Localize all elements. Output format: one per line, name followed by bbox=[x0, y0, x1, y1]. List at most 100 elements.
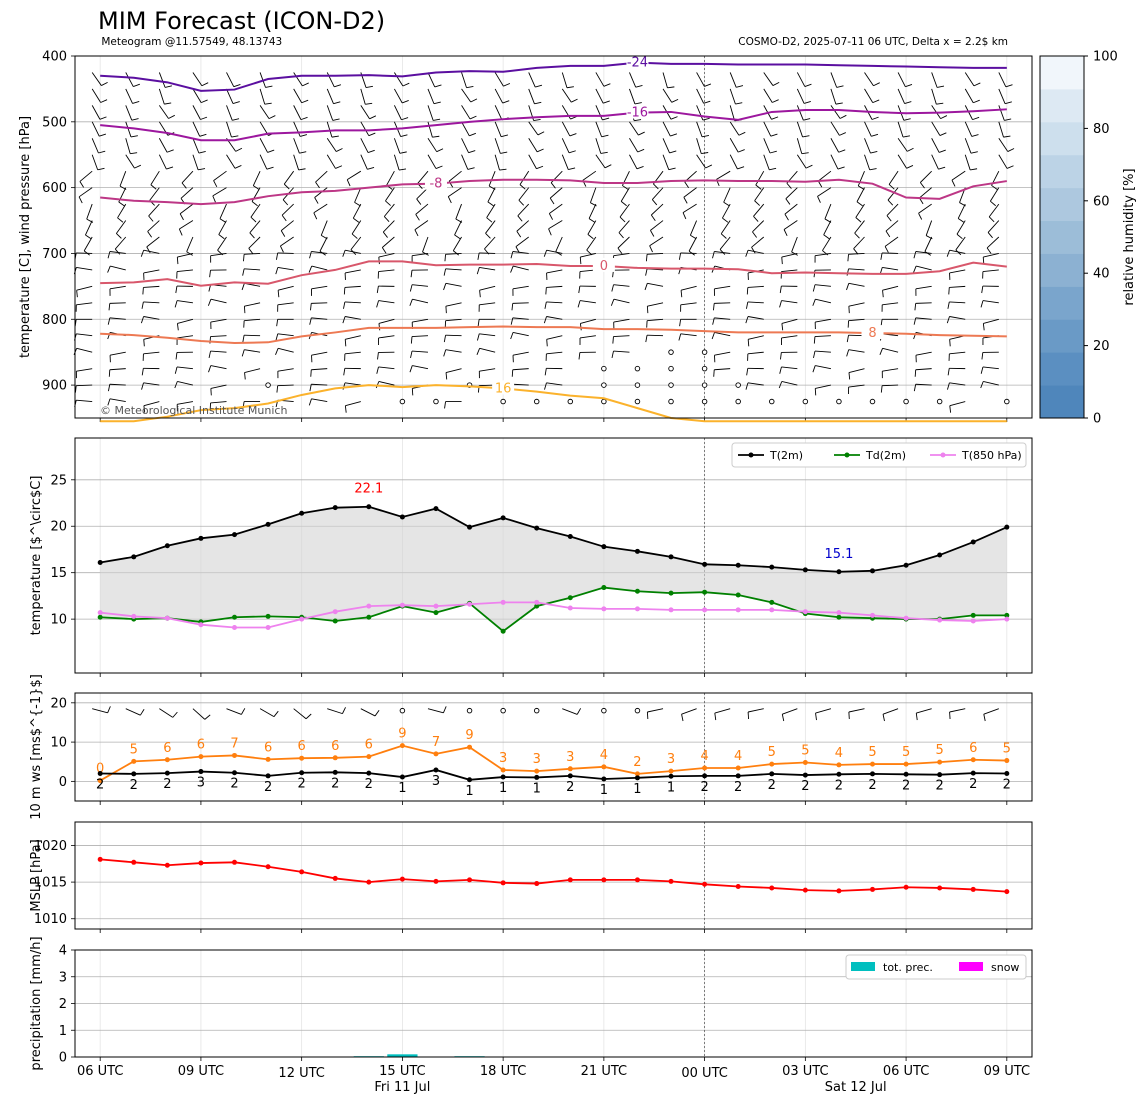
wind-value-label: 2 bbox=[96, 778, 104, 793]
upper-air-wind-barb-flag bbox=[812, 299, 816, 306]
upper-air-wind-barb-flag bbox=[118, 201, 125, 207]
upper-air-wind-barb bbox=[886, 203, 899, 216]
temperature-point bbox=[937, 552, 943, 558]
temperature-point bbox=[836, 614, 842, 620]
upper-air-wind-barb-flag bbox=[588, 218, 596, 223]
wind-wind-barb-flag bbox=[681, 714, 684, 722]
temperature-extreme-label: 15.1 bbox=[824, 547, 853, 562]
temperature-point bbox=[467, 601, 473, 607]
upper-air-wind-barb bbox=[382, 220, 395, 233]
upper-air-wind-barb-flag bbox=[401, 99, 409, 104]
upper-air-wind-barb bbox=[680, 302, 697, 306]
upper-air-wind-barb bbox=[494, 72, 504, 87]
temperature-point bbox=[332, 609, 338, 615]
upper-air-wind-barb bbox=[378, 253, 395, 258]
upper-air-wind-barb bbox=[455, 203, 462, 220]
upper-air-wind-barb bbox=[277, 368, 294, 372]
upper-air-wind-barb-flag bbox=[838, 149, 846, 153]
wind-point bbox=[433, 751, 439, 757]
temperature-extreme-label: 22.1 bbox=[354, 482, 383, 497]
precipitation-bar bbox=[387, 1054, 418, 1057]
upper-air-wind-barb-flag bbox=[107, 398, 111, 406]
upper-air-wind-barb bbox=[148, 203, 160, 217]
upper-air-wind-barb bbox=[76, 368, 93, 372]
upper-air-wind-barb bbox=[351, 220, 362, 235]
upper-air-wind-barb bbox=[176, 269, 193, 273]
upper-air-wind-barb bbox=[856, 187, 865, 202]
wind-point bbox=[198, 769, 204, 775]
upper-air-wind-barb bbox=[280, 220, 294, 231]
isotherm-line bbox=[100, 61, 1007, 92]
upper-air-wind-barb-flag bbox=[298, 168, 306, 171]
wind-wind-barb bbox=[562, 708, 578, 715]
upper-air-wind-barb-flag bbox=[415, 214, 420, 221]
temperature-point bbox=[903, 562, 909, 568]
upper-air-wind-barb bbox=[125, 138, 131, 154]
wind-point bbox=[1004, 758, 1010, 764]
wind-point bbox=[937, 759, 943, 765]
wind-wind-barb bbox=[815, 708, 832, 714]
upper-air-wind-barb bbox=[512, 331, 529, 337]
upper-air-wind-barb-flag bbox=[586, 249, 593, 256]
upper-air-wind-barb-flag bbox=[622, 185, 629, 190]
wind-wind-barb-flag bbox=[781, 714, 785, 722]
wind-point bbox=[232, 752, 237, 758]
upper-air-wind-barb bbox=[445, 349, 462, 353]
upper-air-wind-barb-flag bbox=[545, 287, 547, 295]
temperature-point bbox=[131, 613, 137, 619]
upper-air-wind-barb bbox=[781, 318, 798, 324]
temperature-point bbox=[467, 524, 473, 530]
wind-point bbox=[164, 757, 170, 763]
upper-air-wind-barb bbox=[595, 72, 605, 87]
upper-air-wind-barb bbox=[781, 300, 798, 304]
upper-air-wind-barb bbox=[814, 350, 831, 353]
upper-air-wind-barb-flag bbox=[208, 350, 211, 359]
upper-air-wind-barb-flag bbox=[702, 117, 710, 121]
upper-air-wind-barb-flag bbox=[174, 366, 178, 374]
temperature-legend-box bbox=[731, 442, 1027, 468]
upper-air-wind-barb-flag bbox=[277, 290, 280, 298]
upper-air-wind-barb bbox=[192, 138, 200, 154]
upper-air-wind-barb-flag bbox=[535, 84, 543, 88]
upper-air-wind-barb bbox=[461, 105, 471, 120]
wind-point bbox=[232, 770, 237, 776]
upper-air-wind-barb bbox=[487, 187, 496, 203]
upper-air-wind-barb bbox=[314, 187, 328, 198]
mslp-series-line bbox=[100, 858, 1007, 893]
wind-point bbox=[668, 768, 674, 774]
upper-air-wind-barb bbox=[344, 285, 361, 288]
upper-air-wind-barb-flag bbox=[281, 214, 287, 222]
wind-point bbox=[131, 771, 137, 777]
upper-air-wind-barb bbox=[186, 236, 194, 252]
legend-label: Td(2m) bbox=[865, 449, 906, 462]
temperature-ylabel: temperature [$^\circ$C] bbox=[29, 476, 44, 636]
wind-value-label: 3 bbox=[197, 776, 205, 791]
legend-label: snow bbox=[991, 961, 1019, 974]
mslp-ytick-label: 1015 bbox=[34, 876, 67, 891]
upper-air-wind-barb bbox=[210, 253, 227, 257]
upper-air-wind-barb-flag bbox=[722, 217, 729, 223]
upper-air-wind-barb-flag bbox=[466, 86, 474, 89]
wind-calm-marker bbox=[399, 707, 406, 714]
upper-air-wind-barb-flag bbox=[130, 152, 138, 155]
temperature-point bbox=[433, 610, 439, 616]
mslp-point bbox=[131, 859, 137, 865]
upper-air-wind-barb-flag bbox=[354, 201, 361, 207]
upper-air-wind-barb-flag bbox=[232, 118, 240, 121]
upper-air-wind-barb bbox=[830, 121, 840, 136]
isotherm-line bbox=[100, 178, 1007, 206]
upper-air-wind-barb bbox=[931, 154, 939, 170]
upper-air-wind-barb bbox=[915, 251, 932, 254]
upper-air-wind-barb-flag bbox=[518, 199, 525, 206]
temperature-point bbox=[870, 568, 875, 574]
upper-air-wind-barb bbox=[494, 88, 504, 104]
upper-air-wind-barb bbox=[494, 105, 503, 121]
upper-air-wind-barb-flag bbox=[248, 248, 254, 255]
upper-air-wind-barb bbox=[998, 121, 1004, 138]
upper-air-wind-barb-flag bbox=[602, 100, 610, 104]
upper-air-wind-barb bbox=[252, 170, 261, 186]
upper-air-calm-marker bbox=[668, 365, 674, 372]
upper-air-wind-barb bbox=[393, 154, 400, 171]
upper-air-wind-barb-flag bbox=[848, 372, 851, 380]
upper-air-wind-barb bbox=[754, 187, 765, 202]
